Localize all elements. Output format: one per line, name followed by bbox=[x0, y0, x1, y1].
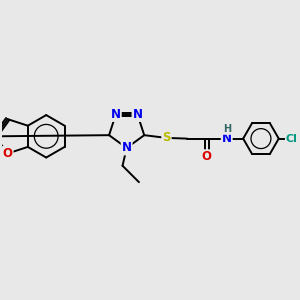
Text: H: H bbox=[223, 124, 231, 134]
Text: Cl: Cl bbox=[286, 134, 298, 144]
Text: N: N bbox=[111, 108, 121, 121]
Text: O: O bbox=[202, 150, 212, 163]
Text: N: N bbox=[133, 108, 142, 121]
Text: N: N bbox=[122, 141, 132, 154]
Text: N: N bbox=[222, 132, 232, 145]
Text: O: O bbox=[3, 147, 13, 160]
Text: S: S bbox=[162, 131, 171, 144]
